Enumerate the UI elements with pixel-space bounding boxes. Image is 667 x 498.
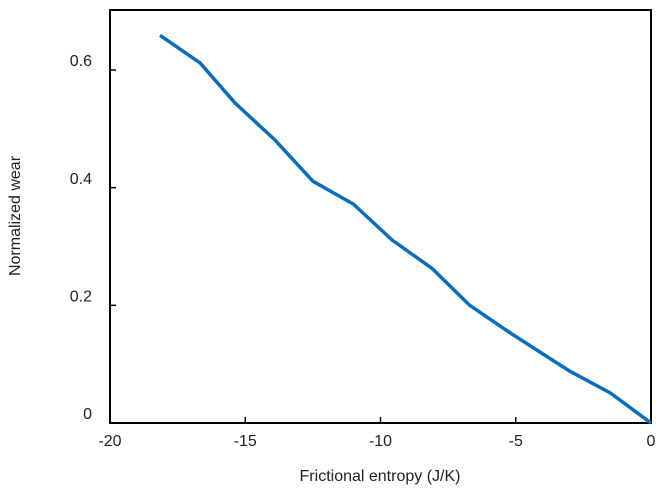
plot-frame bbox=[109, 9, 652, 424]
y-tick-label: 0.6 bbox=[70, 53, 92, 70]
x-tick-label: -20 bbox=[98, 433, 121, 450]
y-tick-label: 0.4 bbox=[70, 171, 92, 188]
y-tick-label: 0 bbox=[83, 406, 92, 423]
y-axis-label: Normalized wear bbox=[7, 155, 24, 276]
x-axis-label: Frictional entropy (J/K) bbox=[300, 468, 461, 485]
x-tick-label: 0 bbox=[647, 433, 656, 450]
x-tick-label: -15 bbox=[234, 433, 257, 450]
x-tick-label: -5 bbox=[509, 433, 523, 450]
y-tick-label: 0.2 bbox=[70, 289, 92, 306]
x-tick-label: -10 bbox=[369, 433, 392, 450]
data-line bbox=[159, 33, 653, 425]
